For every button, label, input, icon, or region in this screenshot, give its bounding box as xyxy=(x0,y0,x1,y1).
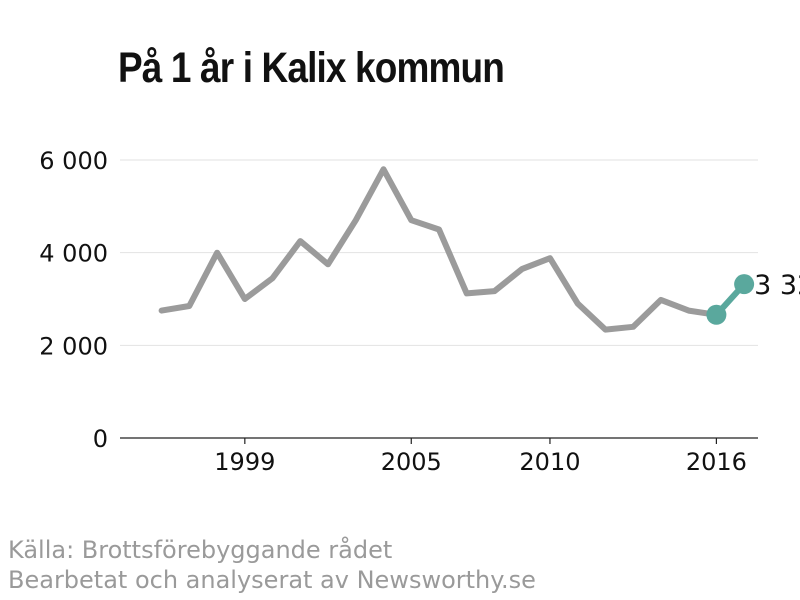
y-tick-label-2000: 2 000 xyxy=(39,332,108,360)
y-tick-label-0: 0 xyxy=(93,425,108,453)
y-tick-label-4000: 4 000 xyxy=(39,240,108,268)
data-point-2017 xyxy=(734,274,755,295)
end-value-label: 3 320 xyxy=(754,270,800,301)
source-line-1: Källa: Brottsförebyggande rådet xyxy=(8,536,393,564)
y-tick-label-6000: 6 000 xyxy=(39,147,108,175)
x-tick-label-2016: 2016 xyxy=(686,448,747,476)
x-tick-label-2010: 2010 xyxy=(519,448,580,476)
x-tick-label-1999: 1999 xyxy=(214,448,275,476)
source-line-2: Bearbetat och analyserat av Newsworthy.s… xyxy=(8,566,536,594)
gridlines xyxy=(120,159,758,346)
axes xyxy=(120,437,758,444)
series-group xyxy=(158,166,755,333)
data-point-2016 xyxy=(706,304,727,325)
tick-labels: 0 2 000 4 000 6 000 1999 2005 2010 2016 3 320 xyxy=(39,147,800,476)
chart-title: På 1 år i Kalix kommun xyxy=(118,44,505,92)
series-line-0 xyxy=(158,166,720,333)
x-tick-label-2005: 2005 xyxy=(381,448,442,476)
